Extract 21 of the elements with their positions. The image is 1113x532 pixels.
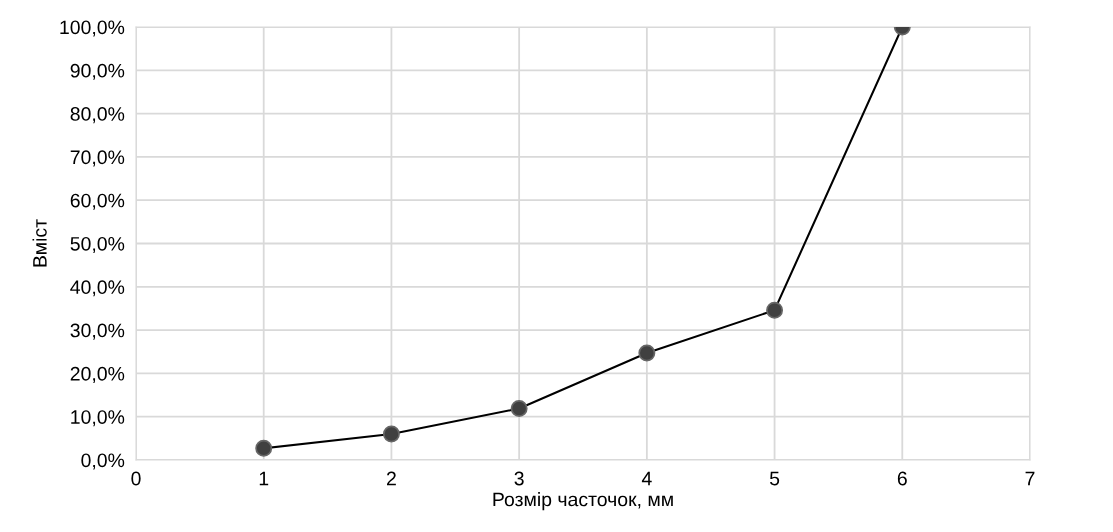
y-tick-label: 40,0% [70,280,125,297]
x-tick-label: 2 [387,471,396,486]
x-tick-label: 0 [131,471,141,486]
x-axis-title: Розмір часточок, мм [493,492,673,511]
y-tick-label: 80,0% [70,107,125,124]
x-tick-label: 7 [1025,471,1035,486]
y-tick-label: 20,0% [70,366,125,383]
y-tick-label: 0,0% [81,453,125,470]
y-tick-label: 10,0% [71,410,125,427]
y-tick-label: 70,0% [70,150,125,167]
y-tick-label: 90,0% [70,63,125,80]
x-tick-label: 5 [769,471,780,486]
x-tick-label: 1 [259,471,269,486]
x-tick-label: 6 [897,471,907,486]
y-axis-title: Вміст [32,219,47,267]
x-tick-label: 3 [514,471,524,486]
y-tick-label: 50,0% [70,236,125,254]
y-tick-label: 100,0% [60,20,125,37]
y-tick-label: 60,0% [70,193,125,210]
y-tick-label: 30,0% [70,323,125,340]
x-tick-label: 4 [641,471,652,486]
